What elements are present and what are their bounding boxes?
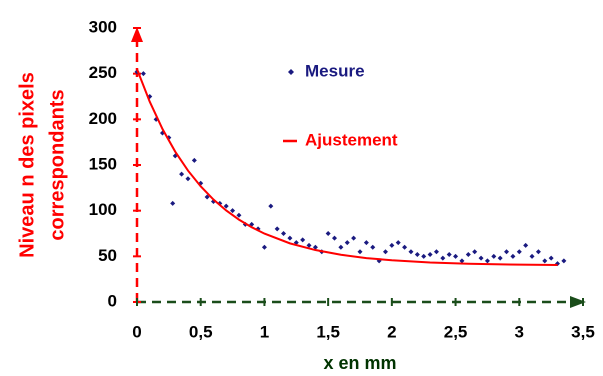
x-tick-label: 1,5 bbox=[316, 322, 340, 341]
data-point bbox=[357, 249, 363, 255]
data-point bbox=[427, 252, 433, 258]
y-axis-label: Niveau n des pixels bbox=[16, 72, 38, 258]
data-point bbox=[484, 258, 490, 264]
y-tick-label: 300 bbox=[89, 17, 117, 36]
y-tick-label: 0 bbox=[108, 291, 117, 310]
data-point bbox=[191, 157, 197, 163]
data-point bbox=[491, 253, 497, 259]
data-point bbox=[306, 242, 312, 248]
data-point bbox=[510, 253, 516, 259]
x-axis-label: x en mm bbox=[323, 353, 396, 373]
data-point bbox=[332, 235, 338, 241]
legend-label: Mesure bbox=[305, 61, 365, 80]
data-point bbox=[440, 255, 446, 261]
data-point bbox=[478, 255, 484, 261]
data-point bbox=[338, 244, 344, 250]
data-point bbox=[421, 253, 427, 259]
x-tick-label: 2,5 bbox=[444, 322, 468, 341]
data-point bbox=[472, 249, 478, 255]
data-point bbox=[504, 249, 510, 255]
legend-swatch bbox=[288, 69, 294, 75]
data-point bbox=[287, 235, 293, 241]
legend-label: Ajustement bbox=[305, 130, 398, 149]
data-point bbox=[561, 258, 567, 264]
data-point bbox=[433, 249, 439, 255]
data-point bbox=[274, 226, 280, 232]
data-point bbox=[529, 253, 535, 259]
data-point bbox=[236, 212, 242, 218]
x-axis-arrow bbox=[570, 296, 586, 308]
data-point bbox=[170, 200, 176, 206]
data-point bbox=[516, 249, 522, 255]
data-point bbox=[363, 240, 369, 246]
data-point bbox=[523, 242, 529, 248]
data-point bbox=[312, 244, 318, 250]
data-point bbox=[185, 176, 191, 182]
data-point bbox=[542, 258, 548, 264]
data-point bbox=[382, 249, 388, 255]
data-point bbox=[261, 244, 267, 250]
y-tick-label: 200 bbox=[89, 109, 117, 128]
y-tick-label: 150 bbox=[89, 154, 117, 173]
data-point bbox=[535, 249, 541, 255]
y-tick-label: 250 bbox=[89, 63, 117, 82]
data-point bbox=[459, 258, 465, 264]
data-point bbox=[179, 171, 185, 177]
data-point bbox=[281, 231, 287, 236]
y-tick-label: 100 bbox=[89, 200, 117, 219]
data-point bbox=[497, 255, 503, 261]
data-point bbox=[453, 253, 459, 259]
data-point bbox=[548, 255, 554, 261]
x-tick-label: 0,5 bbox=[189, 322, 213, 341]
data-point bbox=[389, 242, 395, 248]
data-point bbox=[370, 244, 376, 250]
data-point bbox=[395, 240, 401, 246]
x-tick-label: 3,5 bbox=[571, 322, 595, 341]
data-point bbox=[351, 235, 357, 241]
data-point bbox=[344, 240, 350, 246]
data-point bbox=[268, 203, 274, 209]
data-point bbox=[204, 194, 210, 200]
data-point bbox=[300, 237, 306, 243]
data-point bbox=[230, 208, 236, 214]
data-point bbox=[408, 249, 414, 255]
data-point bbox=[446, 252, 452, 258]
data-point bbox=[465, 252, 471, 258]
x-tick-label: 3 bbox=[515, 322, 524, 341]
data-point bbox=[414, 252, 420, 258]
y-tick-label: 50 bbox=[98, 246, 117, 265]
fit-line bbox=[136, 68, 558, 267]
x-tick-label: 1 bbox=[260, 322, 269, 341]
data-point bbox=[223, 203, 229, 209]
y-axis-arrow bbox=[131, 27, 143, 42]
data-point bbox=[325, 231, 331, 236]
x-tick-label: 0 bbox=[132, 322, 141, 341]
data-point bbox=[402, 244, 408, 250]
x-tick-label: 2 bbox=[387, 322, 396, 341]
data-point bbox=[140, 71, 146, 77]
y-axis-label: correspondants bbox=[46, 89, 68, 240]
